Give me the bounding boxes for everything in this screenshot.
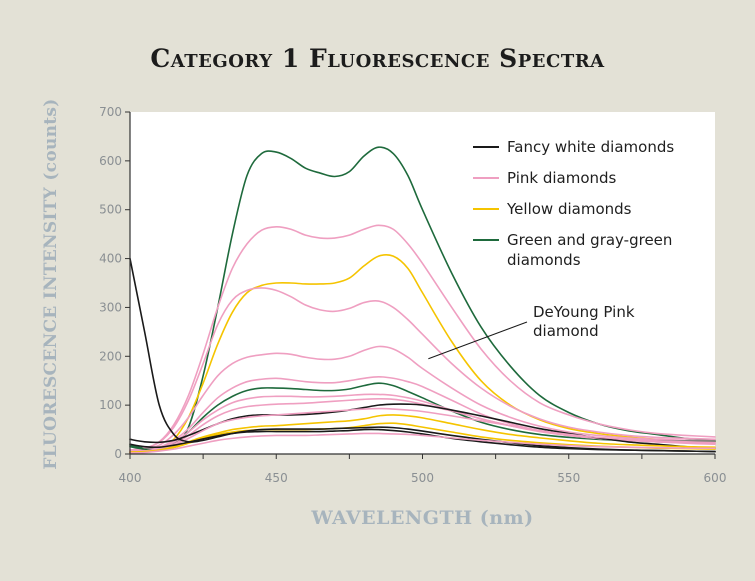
legend-label-green-and-gray-green-diamonds-line1: Green and gray-green [507,231,672,249]
y-tick-label: 300 [99,300,122,314]
annotation-leader-line [428,321,528,360]
series-line-yellow-diamonds [129,253,716,453]
series-line-pink-diamonds [129,224,716,451]
series-line-fancy-white-diamonds [129,428,716,453]
x-tick-label: 500 [411,471,434,485]
y-tick-label: 400 [99,252,122,266]
series-line-pink-diamonds [129,287,716,451]
legend-label-green-and-gray-green-diamonds-line2: diamonds [507,251,581,269]
series-line-pink-diamonds [129,432,716,454]
series-line-green-and-gray-green-diamonds [129,382,716,451]
x-tick-label: 450 [265,471,288,485]
series-line-pink-diamonds [129,345,716,452]
x-tick-label: 400 [119,471,142,485]
chart-title: Category 1 Fluorescence Spectra [150,44,605,73]
y-tick-label: 700 [99,105,122,119]
x-axis-label: WAVELENGTH (nm) [311,507,534,529]
series-line-fancy-white-diamonds [129,257,716,453]
y-axis-label-text: FLUORESCENCE INTENSITY (counts) [41,98,61,470]
legend-label-fancy-white-diamonds: Fancy white diamonds [507,138,674,156]
y-tick-label: 0 [114,447,122,461]
series-line-pink-diamonds [129,407,716,454]
legend-label-yellow-diamonds: Yellow diamonds [506,200,632,218]
y-tick-label: 200 [99,349,122,363]
y-tick-label: 500 [99,203,122,217]
x-tick-label: 600 [704,471,727,485]
annotation-label-line2: diamond [533,322,599,340]
x-tick-label: 550 [557,471,580,485]
series-line-yellow-diamonds [129,414,716,453]
legend-label-pink-diamonds: Pink diamonds [507,169,617,187]
y-tick-label: 600 [99,154,122,168]
plot-area [130,112,715,454]
series-line-green-and-gray-green-diamonds [129,146,716,451]
y-tick-label: 100 [99,398,122,412]
series-line-pink-diamonds [129,397,716,453]
annotation-label-line1: DeYoung Pink [533,303,635,321]
